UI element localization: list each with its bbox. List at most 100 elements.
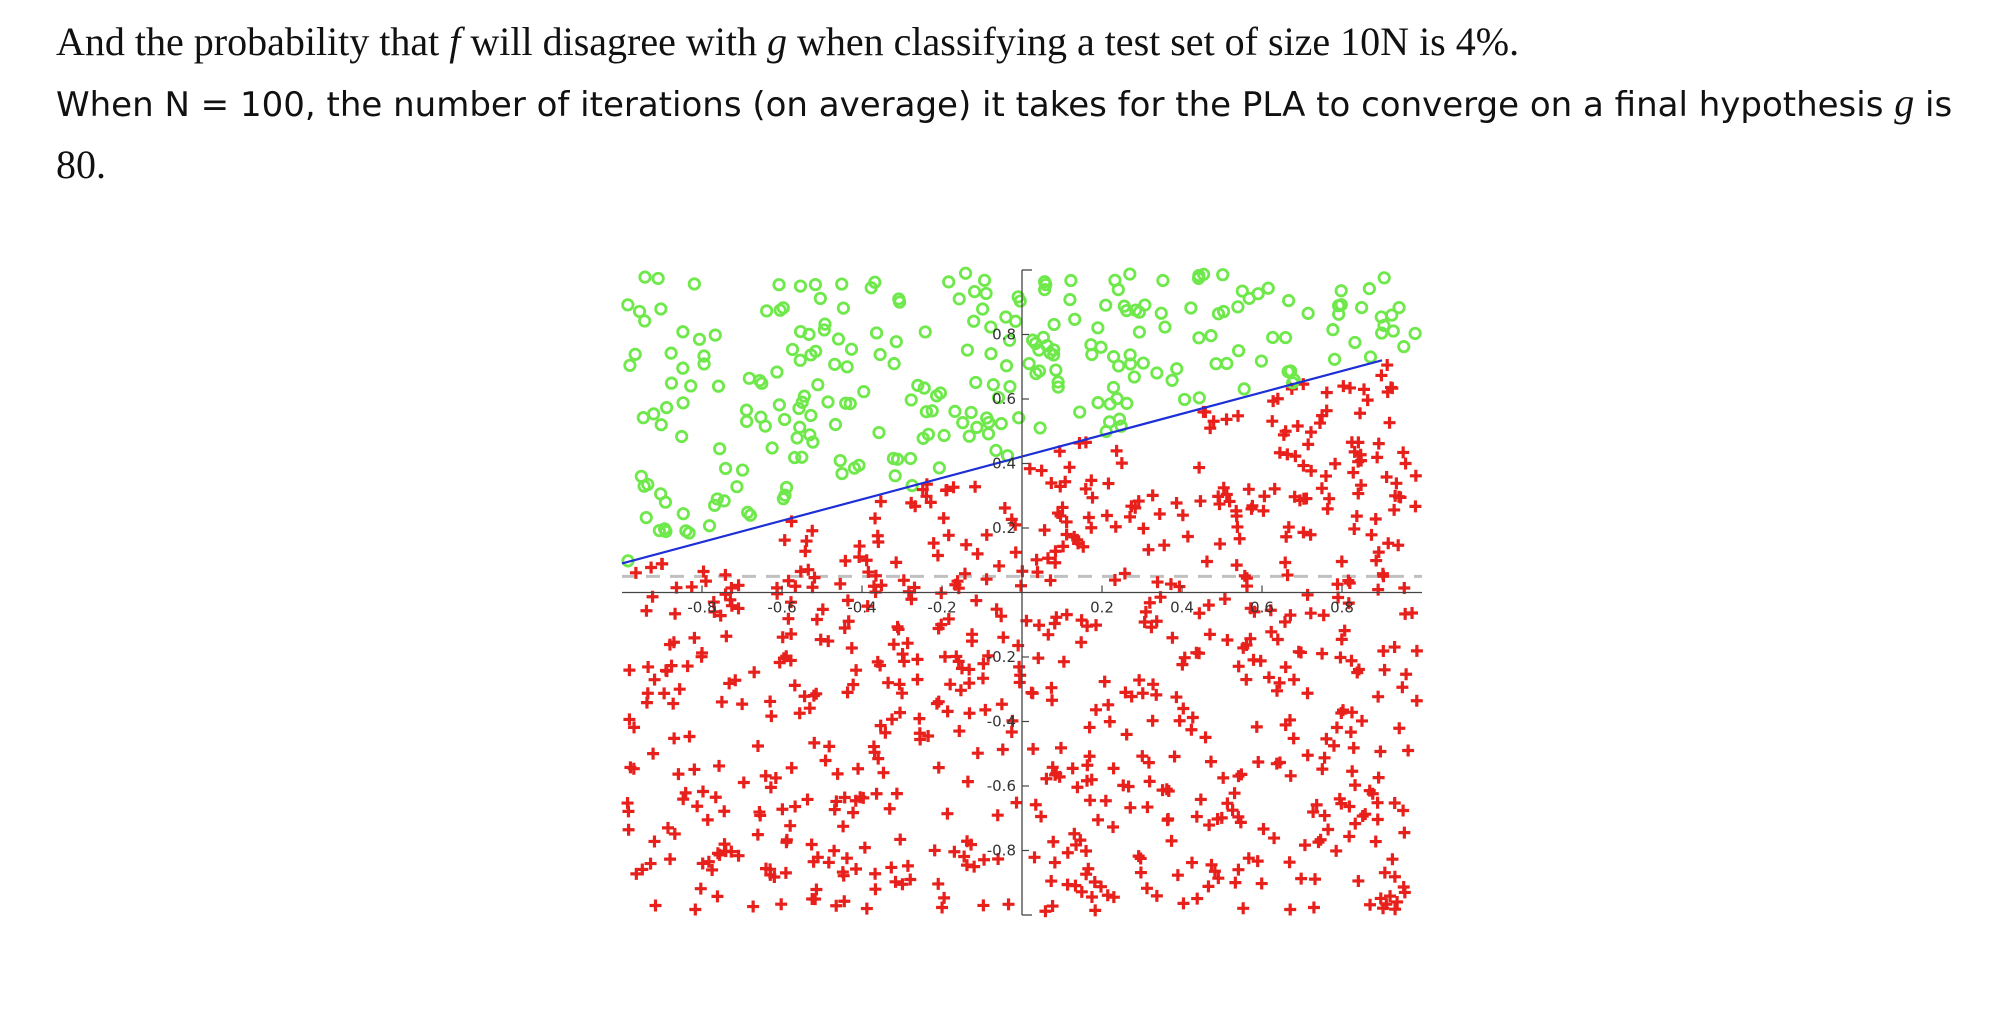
positive-point xyxy=(1331,578,1344,591)
positive-point xyxy=(1409,500,1422,513)
positive-point xyxy=(830,795,843,808)
x-tick-label: -0.6 xyxy=(767,599,796,617)
positive-point xyxy=(708,605,721,618)
positive-point xyxy=(784,819,797,832)
negative-point xyxy=(1386,324,1400,338)
negative-point xyxy=(813,291,827,306)
negative-point xyxy=(1084,338,1098,352)
positive-point xyxy=(769,771,782,784)
positive-point xyxy=(711,890,724,903)
positive-point xyxy=(819,754,832,767)
positive-point xyxy=(1048,617,1061,630)
positive-point xyxy=(1221,797,1234,810)
positive-point xyxy=(1231,520,1244,533)
positive-point xyxy=(982,649,995,662)
negative-point xyxy=(994,416,1008,431)
negative-point xyxy=(991,391,1006,405)
negative-point xyxy=(887,357,901,371)
positive-point xyxy=(1393,722,1406,735)
positive-point xyxy=(1307,901,1320,914)
positive-point xyxy=(1295,872,1308,885)
x-tick-label: -0.2 xyxy=(927,599,956,617)
positive-point xyxy=(1396,681,1409,694)
positive-point xyxy=(719,588,732,601)
positive-point xyxy=(869,867,882,880)
positive-point xyxy=(1089,703,1102,716)
positive-point xyxy=(852,762,865,775)
positive-point xyxy=(1386,853,1399,866)
positive-point xyxy=(1120,728,1133,741)
negative-point xyxy=(1073,405,1087,419)
positive-point xyxy=(1213,498,1226,511)
positive-point xyxy=(1371,451,1384,464)
positive-point xyxy=(1301,588,1314,601)
negative-point xyxy=(717,494,731,508)
negative-point xyxy=(835,277,849,291)
negative-point xyxy=(654,487,668,501)
positive-point xyxy=(1350,510,1363,523)
positive-point xyxy=(1382,537,1395,550)
positive-point xyxy=(725,599,738,612)
positive-point xyxy=(969,480,982,493)
positive-point xyxy=(1226,804,1239,817)
text-line-2: When N = 100, the number of iterations (… xyxy=(56,73,1976,135)
negative-point xyxy=(1123,357,1138,371)
positive-point xyxy=(1194,793,1207,806)
positive-point xyxy=(838,622,851,635)
data-points-layer xyxy=(621,266,1423,918)
positive-point xyxy=(1081,759,1094,772)
negative-point xyxy=(916,431,930,445)
positive-point xyxy=(978,853,991,866)
positive-point xyxy=(800,535,813,548)
negative-point xyxy=(1235,284,1249,298)
negative-point xyxy=(1158,320,1172,334)
positive-point xyxy=(1338,624,1351,637)
positive-point xyxy=(648,835,661,848)
positive-point xyxy=(1255,877,1268,890)
positive-point xyxy=(850,862,863,875)
positive-point xyxy=(901,859,914,872)
positive-point xyxy=(1262,671,1275,684)
negative-point xyxy=(710,492,724,506)
positive-point xyxy=(1107,891,1120,904)
hypothesis-layer xyxy=(621,359,1383,565)
negative-point xyxy=(1408,326,1422,341)
negative-point xyxy=(1047,317,1061,332)
y-tick-label: -0.6 xyxy=(987,777,1016,795)
positive-point xyxy=(1371,813,1384,826)
positive-point xyxy=(810,687,823,700)
f-symbol: f xyxy=(449,19,461,64)
positive-point xyxy=(1291,420,1304,433)
positive-point xyxy=(1388,641,1401,654)
x-tick-label: -0.4 xyxy=(847,599,876,617)
positive-point xyxy=(1061,846,1074,859)
positive-point xyxy=(775,898,788,911)
positive-point xyxy=(627,762,640,775)
positive-point xyxy=(1115,457,1128,470)
positive-point xyxy=(1284,609,1297,622)
positive-point xyxy=(1343,800,1356,813)
positive-point xyxy=(1027,742,1040,755)
positive-point xyxy=(1307,806,1320,819)
positive-point xyxy=(1351,666,1364,679)
positive-point xyxy=(1284,769,1297,782)
positive-point xyxy=(640,604,653,617)
negative-point xyxy=(903,451,918,466)
positive-point xyxy=(1279,661,1292,674)
positive-point xyxy=(1302,438,1315,451)
positive-point xyxy=(788,679,801,692)
positive-point xyxy=(1294,646,1307,659)
positive-point xyxy=(1322,823,1335,836)
positive-point xyxy=(1170,691,1183,704)
negative-point xyxy=(664,376,679,390)
positive-point xyxy=(1390,477,1403,490)
positive-point xyxy=(883,802,896,815)
positive-point xyxy=(1218,593,1231,606)
positive-point xyxy=(931,549,944,562)
positive-point xyxy=(997,631,1010,644)
positive-point xyxy=(1366,787,1379,800)
positive-point xyxy=(963,677,976,690)
positive-point xyxy=(1006,714,1019,727)
negative-point xyxy=(1136,356,1150,370)
negative-point xyxy=(779,480,794,495)
